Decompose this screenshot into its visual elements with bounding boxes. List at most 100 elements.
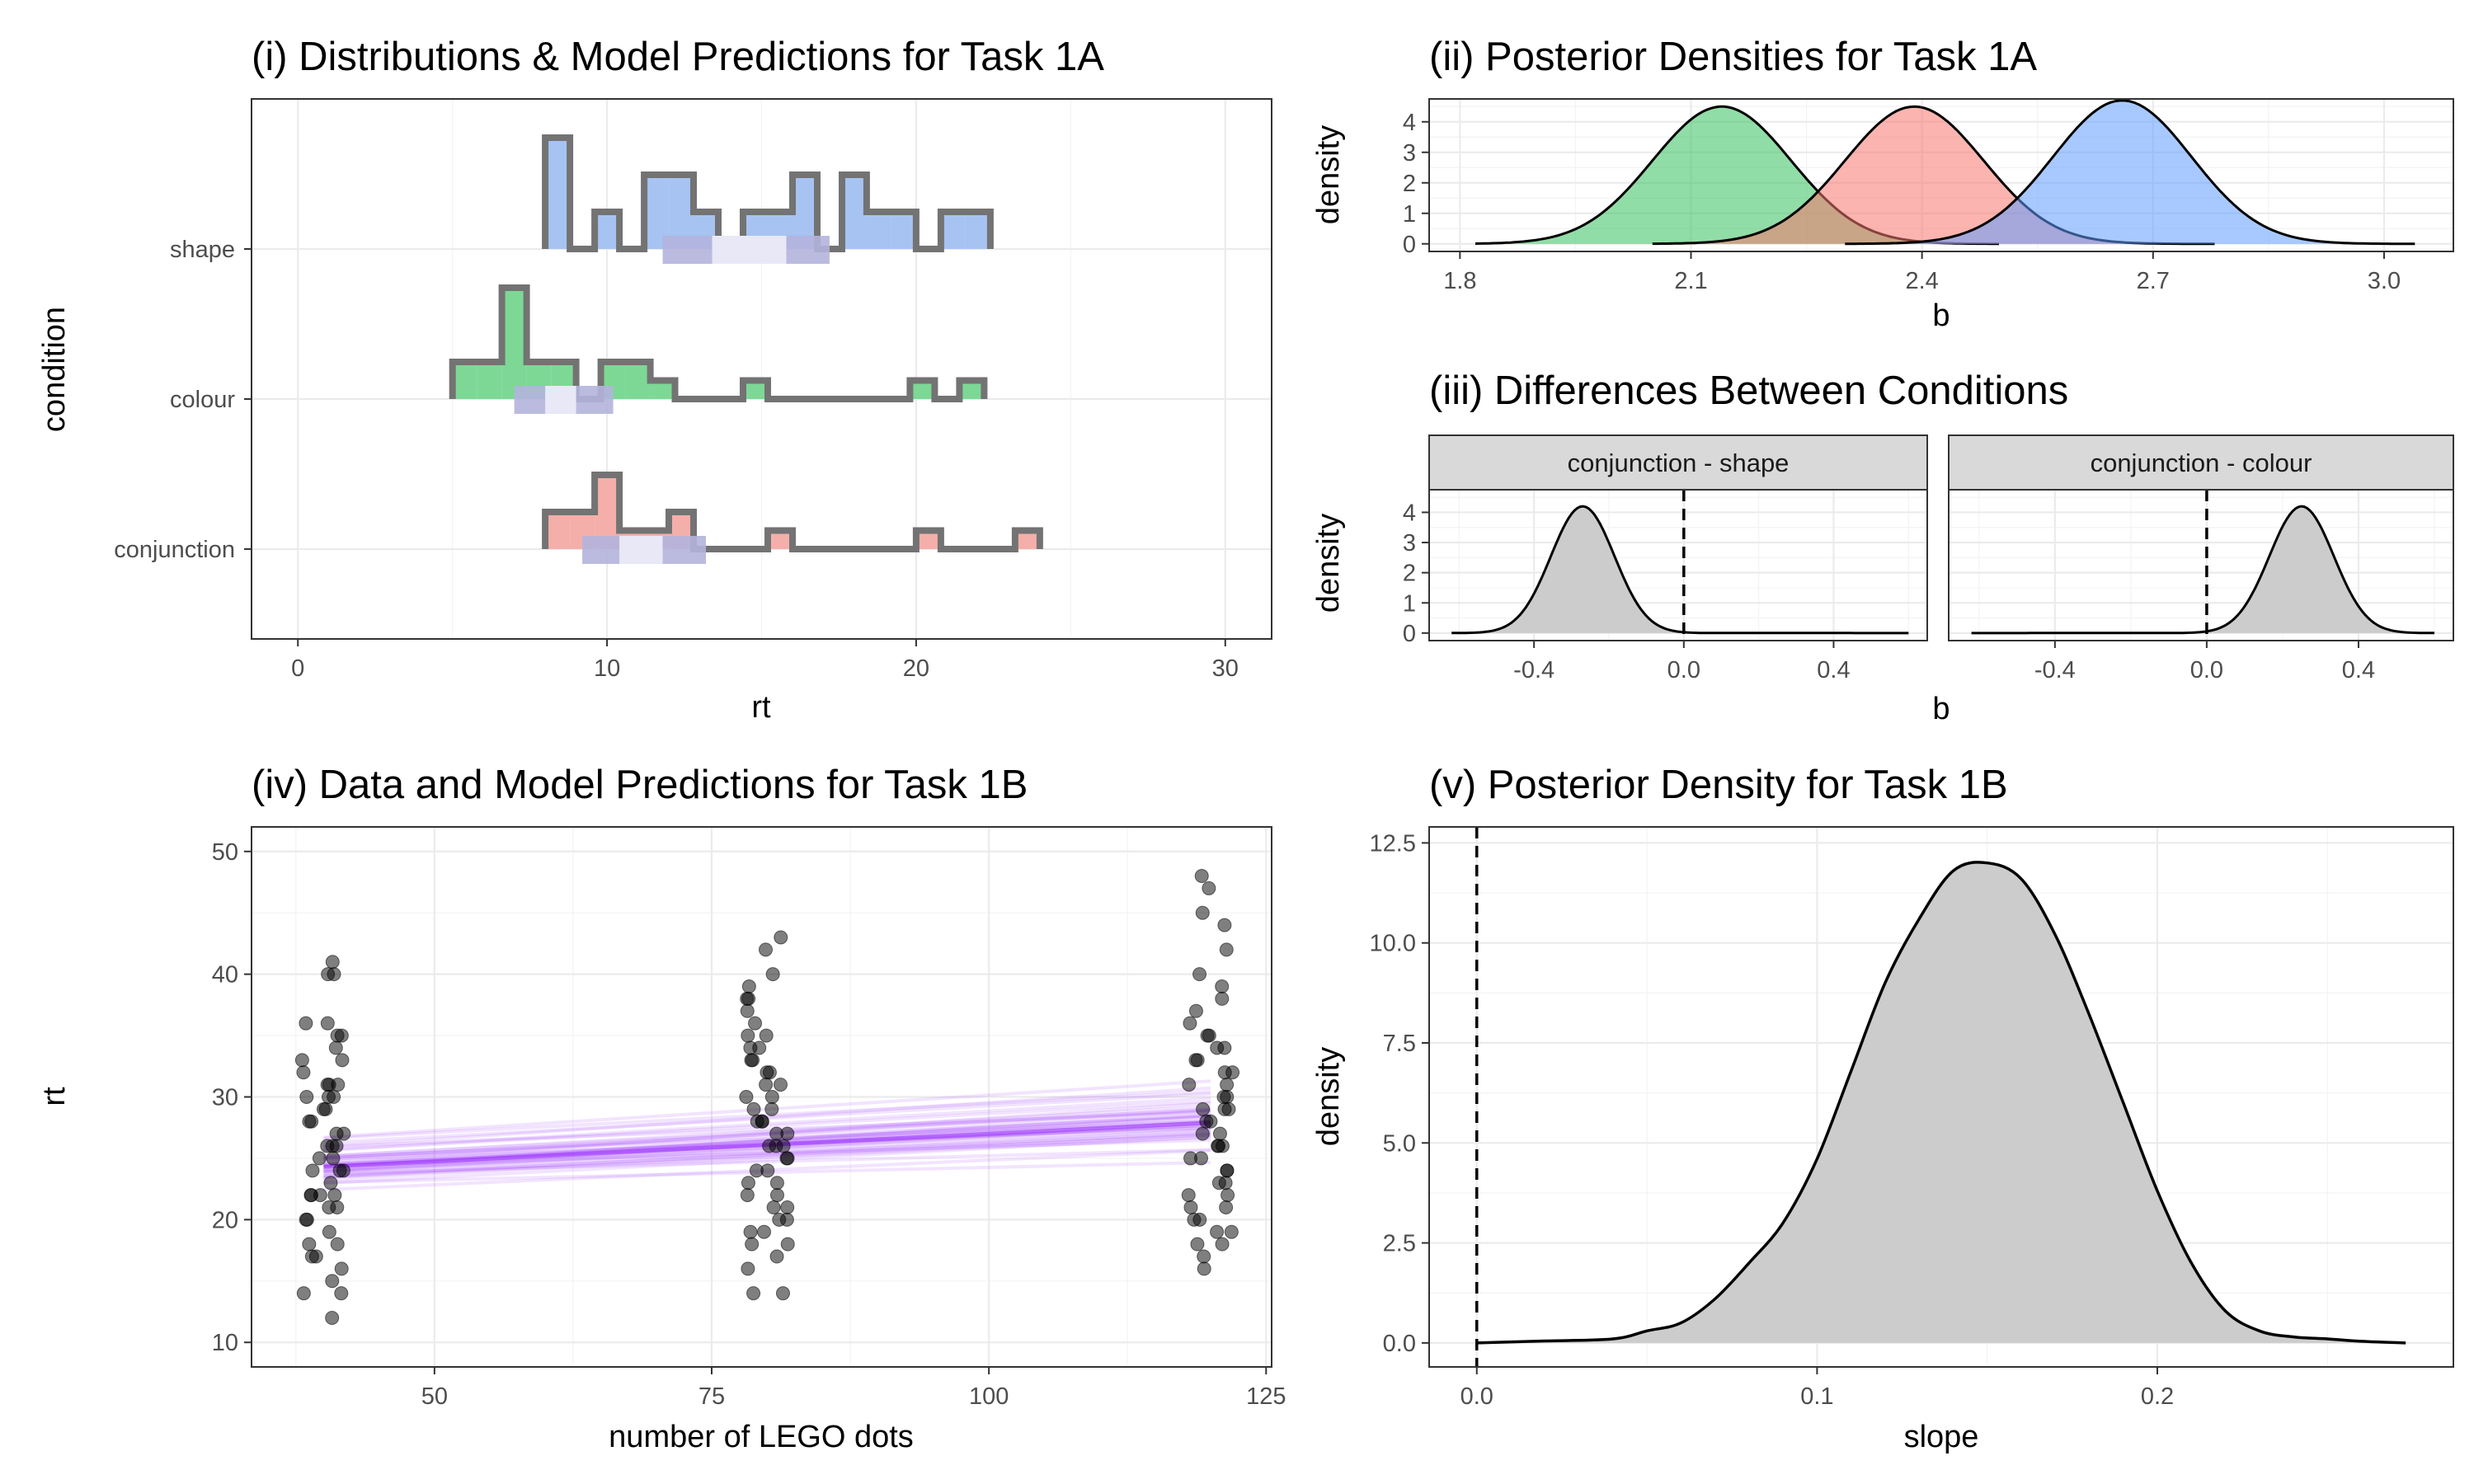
histogram-bar-shape	[866, 212, 891, 249]
posterior-prediction-line	[323, 1106, 1211, 1162]
data-point	[1212, 1126, 1227, 1141]
y-tick-label: 12.5	[1370, 830, 1416, 857]
data-point	[1196, 1101, 1211, 1116]
data-point	[740, 1003, 755, 1018]
data-point	[741, 1261, 755, 1276]
y-tick-label: 30	[212, 1085, 238, 1111]
posterior-prediction-line	[323, 1131, 1211, 1178]
data-point	[774, 930, 788, 945]
data-point	[766, 1200, 781, 1214]
y-tick-label: 1	[1403, 590, 1416, 617]
data-point	[321, 967, 336, 982]
x-tick-label: 3.0	[2368, 268, 2401, 294]
data-point	[1220, 1078, 1235, 1092]
data-point	[296, 1065, 311, 1080]
panel-1-frame	[251, 98, 1272, 640]
data-point	[740, 1188, 755, 1203]
panel-5-title: (v) Posterior Density for Task 1B	[1429, 763, 2008, 807]
density-line-shape	[1845, 99, 2415, 246]
posterior-prediction-line	[323, 1134, 1211, 1186]
data-point	[322, 1224, 336, 1239]
data-point	[780, 1237, 795, 1252]
data-point	[1217, 1101, 1232, 1116]
data-point	[323, 1176, 338, 1190]
x-tick-label: 20	[903, 655, 929, 682]
posterior-prediction-line	[323, 1119, 1211, 1159]
data-point	[296, 1286, 311, 1301]
data-point	[758, 942, 773, 957]
x-tick-label: 50	[421, 1383, 448, 1410]
posterior-prediction-line	[323, 1132, 1211, 1181]
panel-3-title: (iii) Differences Between Conditions	[1429, 369, 2068, 413]
interval-inner-shape	[712, 236, 787, 264]
facet-frame	[1948, 489, 2454, 641]
data-point	[1194, 1151, 1209, 1166]
y-tick-label: 0.0	[1383, 1331, 1416, 1357]
x-tick-label: 0.0	[2190, 657, 2223, 683]
data-point	[327, 1090, 341, 1104]
posterior-prediction-line	[323, 1138, 1211, 1168]
data-point	[312, 1151, 327, 1166]
data-point	[1188, 1053, 1203, 1068]
x-tick-label: 10	[594, 655, 620, 682]
data-point	[1220, 1163, 1235, 1178]
x-tick-label: 30	[1212, 655, 1239, 682]
data-point	[1195, 905, 1210, 920]
data-point	[745, 1237, 760, 1252]
difference-density-area	[1971, 506, 2434, 633]
data-point	[1215, 991, 1230, 1006]
data-point	[746, 1286, 761, 1301]
panel-2-frame	[1428, 98, 2454, 252]
data-point	[304, 1114, 319, 1129]
histogram-bar-conjunction	[545, 512, 571, 549]
density-area-colour	[1475, 106, 2000, 244]
histogram-bar-conjunction	[1014, 530, 1040, 549]
posterior-prediction-line	[323, 1128, 1211, 1179]
data-point	[1190, 1237, 1205, 1252]
x-tick-label: 75	[698, 1383, 725, 1410]
data-point	[1210, 1224, 1225, 1239]
data-point	[1192, 1212, 1207, 1227]
facet-strip	[1948, 434, 2454, 491]
panel-distributions-task-1a: (i) Distributions & Model Predictions fo…	[37, 35, 1272, 725]
y-tick-label: 40	[212, 962, 238, 989]
density-area-shape	[1845, 100, 2415, 244]
histogram-bar-conjunction	[915, 530, 941, 549]
panel-posterior-density-task-1b: (v) Posterior Density for Task 1B 0.0 0.1…	[1311, 763, 2454, 1454]
data-point	[334, 1286, 349, 1301]
data-point	[1192, 967, 1207, 982]
facet-strip-label: conjunction - colour	[2091, 448, 2312, 477]
difference-density-area	[1451, 506, 1909, 633]
x-tick-label: 0.4	[1817, 657, 1850, 683]
data-point	[304, 1249, 319, 1264]
data-point	[327, 1188, 342, 1203]
data-point	[305, 1163, 320, 1178]
difference-density-line	[1451, 505, 1909, 635]
data-point	[302, 1237, 317, 1252]
histogram-bar-colour	[625, 362, 651, 399]
data-point	[325, 1310, 340, 1325]
y-tick-label-conjunction: conjunction	[114, 537, 235, 563]
data-point	[1224, 1224, 1239, 1239]
data-point	[772, 1212, 787, 1227]
data-point	[299, 1016, 313, 1031]
x-tick-label: 1.8	[1443, 268, 1476, 294]
histogram-bar-shape	[841, 175, 867, 249]
data-point	[329, 1126, 344, 1141]
posterior-prediction-line	[323, 1135, 1211, 1180]
histogram-bar-conjunction	[767, 530, 793, 549]
data-point	[739, 1090, 754, 1104]
data-point	[320, 1016, 335, 1031]
posterior-prediction-line	[323, 1111, 1211, 1148]
panel-1-x-axis-label: rt	[751, 690, 771, 725]
x-tick-label: -0.4	[2034, 657, 2076, 683]
panel-data-model-predictions-task-1b: (iv) Data and Model Predictions for Task…	[37, 763, 1286, 1454]
histogram-bar-colour	[452, 362, 477, 399]
posterior-prediction-line	[323, 1148, 1211, 1176]
facet-1: conjunction - shape -0.4 0.0 0.4 0 1 2 3 4	[1403, 434, 1928, 683]
panel-3-x-axis-label: b	[1932, 692, 1950, 726]
data-point	[294, 1053, 309, 1068]
data-point	[1217, 918, 1232, 932]
data-point	[757, 1224, 772, 1239]
data-point	[1181, 1188, 1196, 1203]
